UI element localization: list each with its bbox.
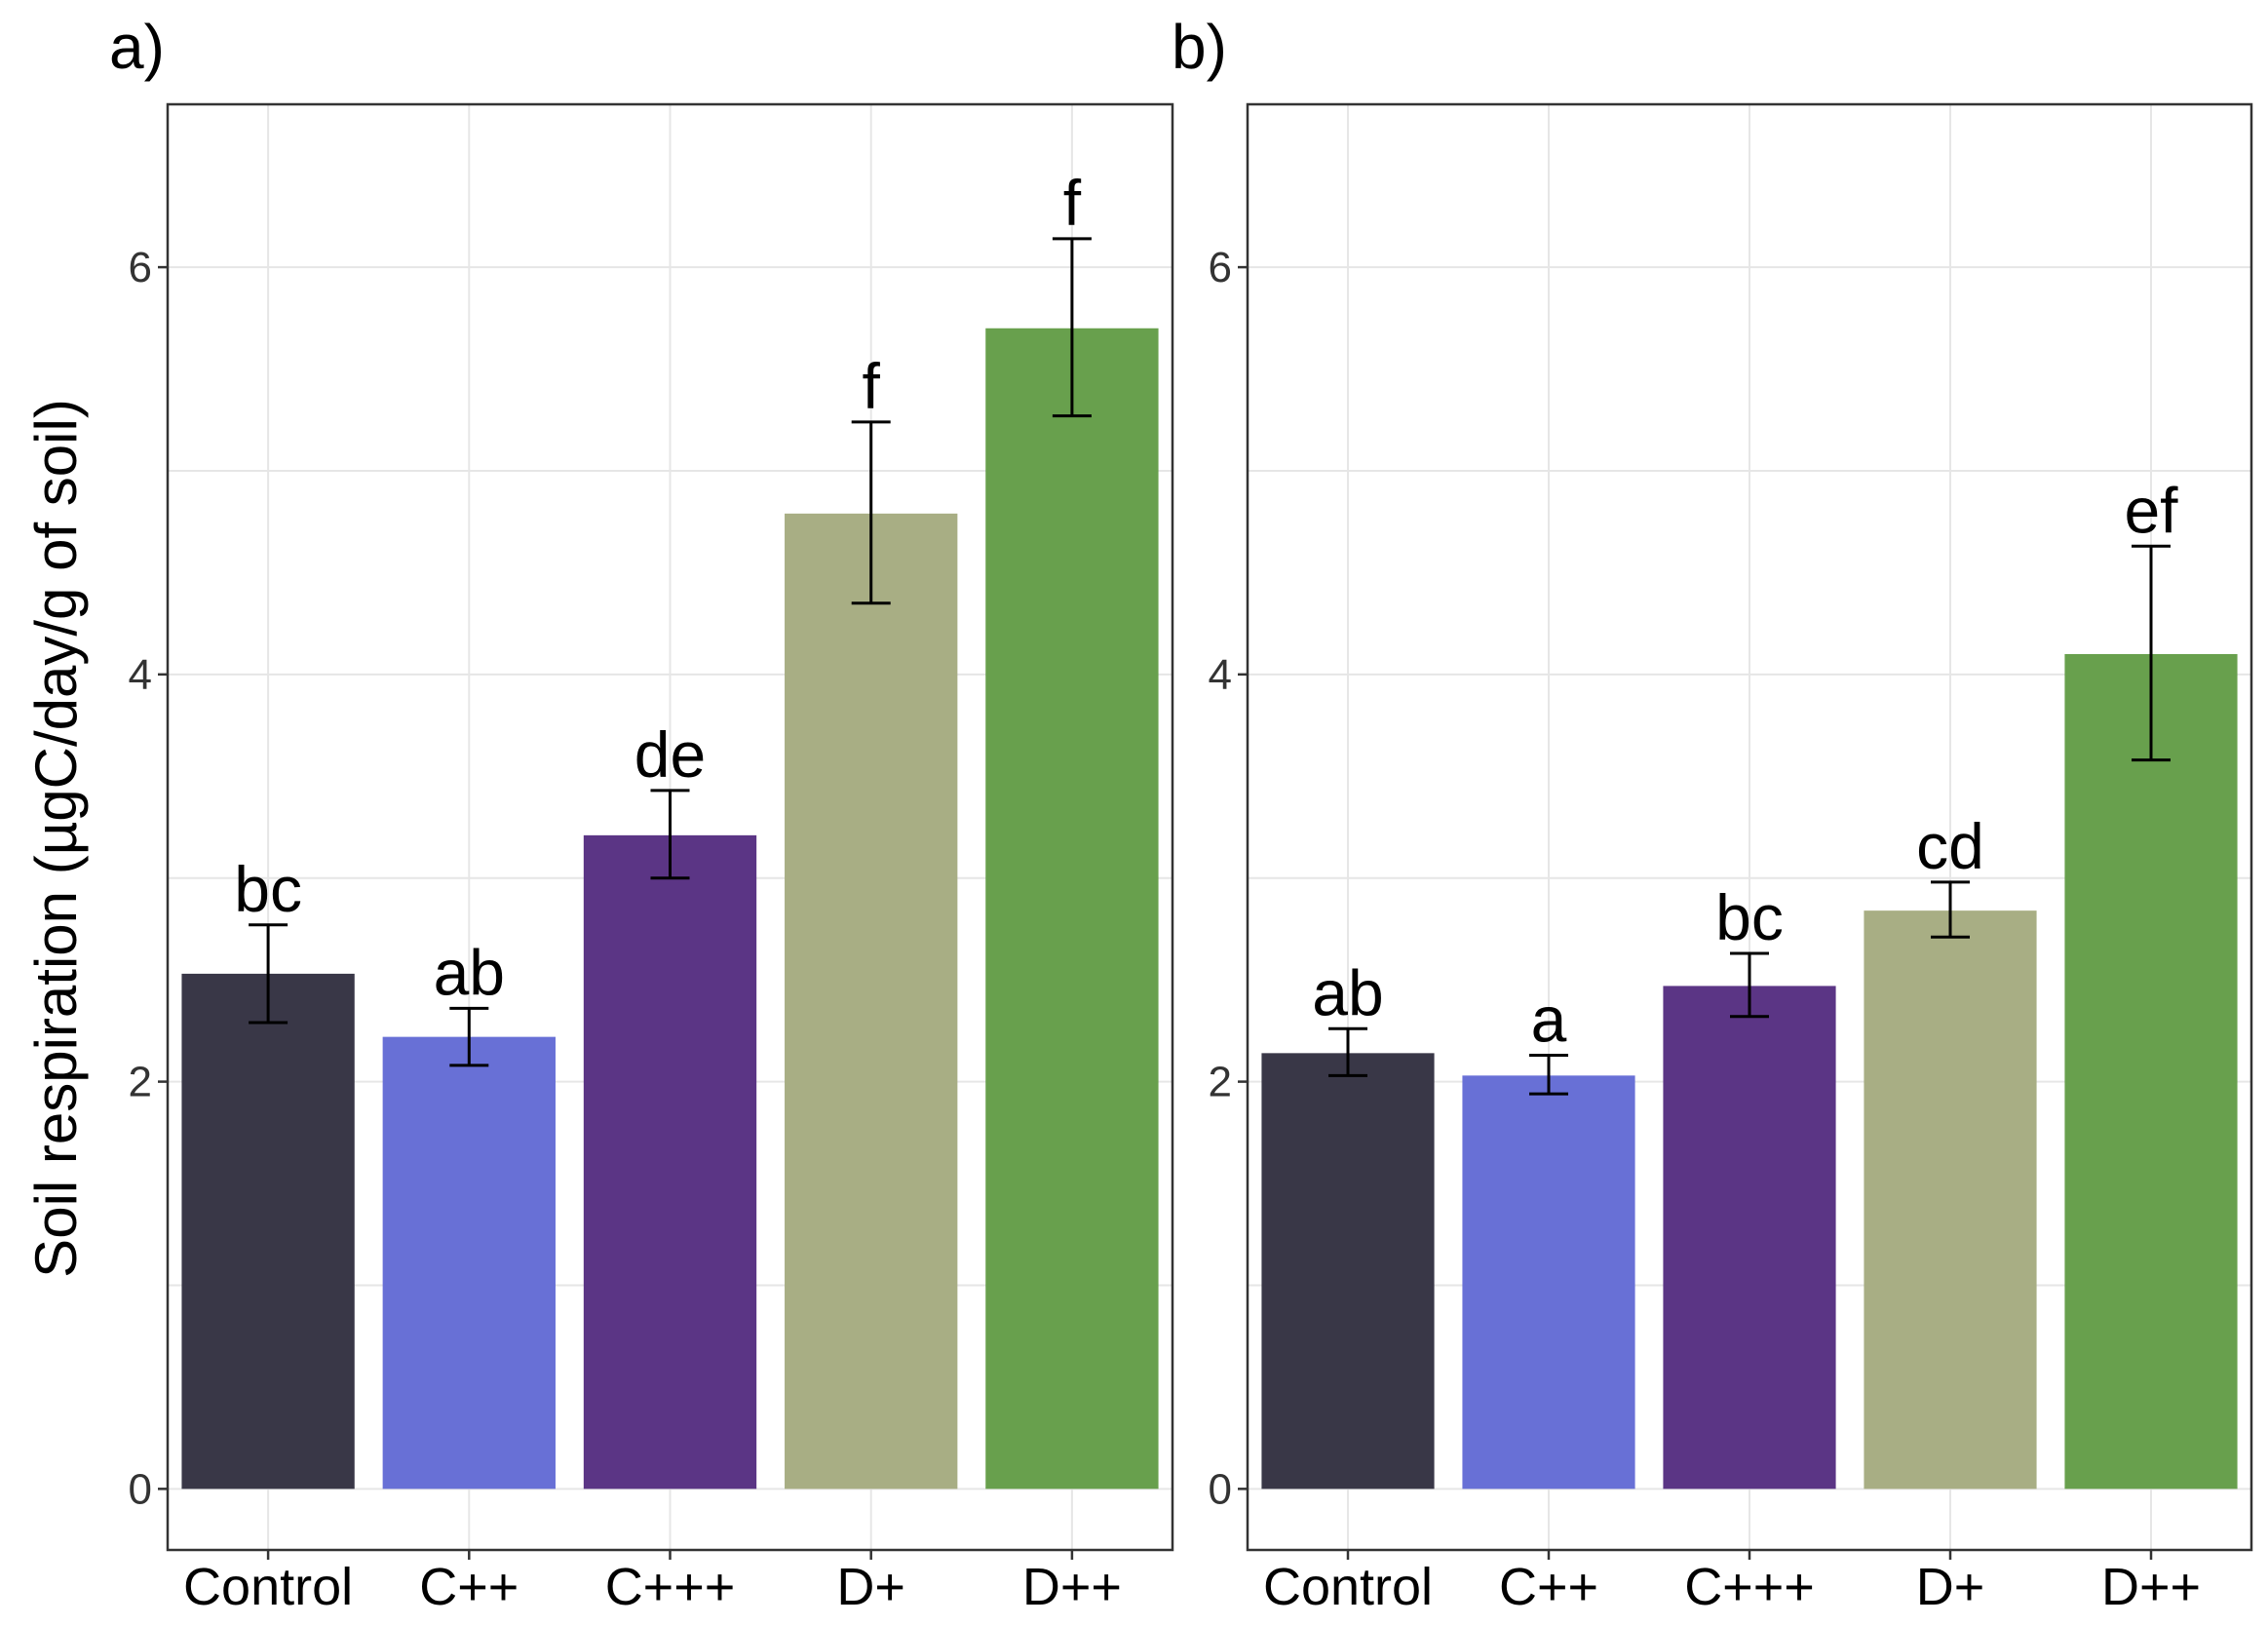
x-tick-label: Control <box>183 1558 353 1616</box>
panel-label: a) <box>109 12 165 82</box>
panel-border <box>166 102 1174 1552</box>
significance-label: bc <box>234 853 302 925</box>
y-tick-label: 6 <box>129 244 152 291</box>
y-tick-label: 0 <box>129 1465 152 1513</box>
significance-label: cd <box>1916 810 1984 882</box>
y-tick-label: 4 <box>1209 651 1232 699</box>
bar-cpp <box>1462 1075 1635 1490</box>
x-tick-label: D+ <box>1916 1558 1985 1616</box>
panel-a: a) 0 2 4 6 bc Control ab C++ de C+++ f D+ f D++ <box>109 12 1174 1616</box>
bar-cppp <box>1663 986 1836 1490</box>
significance-label: f <box>1063 167 1082 239</box>
x-tick-label: C+++ <box>605 1558 736 1616</box>
x-tick-label: C++ <box>1499 1558 1598 1616</box>
y-axis-label: Soil respiration (µgC/day/g of soil) <box>23 399 89 1278</box>
bar-control <box>181 973 355 1490</box>
significance-label: f <box>863 350 881 422</box>
significance-label: a <box>1531 983 1567 1055</box>
significance-label: ab <box>1312 956 1383 1028</box>
panel-border <box>1246 102 2253 1552</box>
y-tick-label: 2 <box>129 1059 152 1106</box>
bar-cpp <box>382 1036 556 1490</box>
x-tick-label: Control <box>1263 1558 1433 1616</box>
bar-control <box>1261 1053 1435 1490</box>
x-tick-label: D+ <box>836 1558 905 1616</box>
significance-label: ab <box>434 936 505 1008</box>
panel-b: b) 0 2 4 6 ab Control a C++ bc C+++ cd D+ ef D++ <box>1172 12 2253 1616</box>
x-tick-label: D++ <box>2101 1558 2201 1616</box>
bar-cppp <box>583 834 757 1490</box>
y-tick-label: 4 <box>129 651 152 699</box>
x-tick-label: C++ <box>419 1558 519 1616</box>
bar-dpp <box>2064 653 2238 1490</box>
bar-dp <box>1864 910 2037 1490</box>
x-tick-label: C+++ <box>1684 1558 1815 1616</box>
y-tick-label: 6 <box>1209 244 1232 291</box>
x-tick-label: D++ <box>1022 1558 1122 1616</box>
bar-dp <box>785 513 958 1490</box>
significance-label: de <box>634 718 706 791</box>
y-tick-label: 0 <box>1209 1465 1232 1513</box>
significance-label: ef <box>2124 474 2178 546</box>
y-tick-label: 2 <box>1209 1059 1232 1106</box>
panel-label: b) <box>1172 12 1227 82</box>
bar-dpp <box>985 328 1159 1490</box>
significance-label: bc <box>1715 881 1784 953</box>
